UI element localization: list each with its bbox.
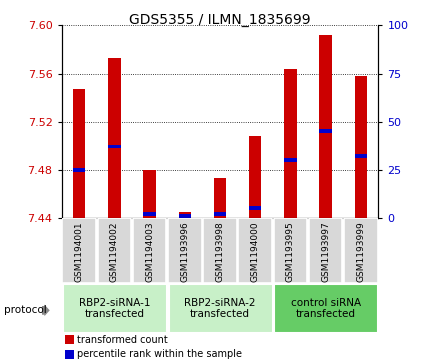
Bar (62, 218, 96, 283)
Text: GSM1193995: GSM1193995 (286, 221, 295, 282)
Bar (98, 218, 131, 283)
Text: GSM1194000: GSM1194000 (251, 221, 260, 282)
Bar (319, 130, 332, 133)
Bar (249, 136, 261, 218)
Bar (355, 76, 367, 218)
Bar (355, 154, 367, 158)
Text: GSM1194003: GSM1194003 (145, 221, 154, 282)
Bar (133, 218, 166, 283)
Bar (73, 168, 85, 171)
Bar (214, 178, 226, 218)
Bar (108, 58, 121, 218)
Text: GSM1194001: GSM1194001 (75, 221, 84, 282)
Text: control siRNA
transfected: control siRNA transfected (290, 298, 361, 319)
Bar (214, 212, 226, 216)
Bar (65, 350, 74, 359)
Text: GSM1194002: GSM1194002 (110, 221, 119, 282)
Text: GSM1193998: GSM1193998 (216, 221, 224, 282)
Text: GDS5355 / ILMN_1835699: GDS5355 / ILMN_1835699 (129, 13, 311, 27)
Text: protocol: protocol (4, 305, 47, 315)
Bar (73, 89, 85, 218)
Bar (179, 212, 191, 218)
Text: GSM1193996: GSM1193996 (180, 221, 189, 282)
Bar (179, 214, 191, 218)
FancyArrow shape (42, 305, 50, 316)
Bar (319, 35, 332, 218)
Bar (169, 284, 273, 333)
Bar (63, 284, 167, 333)
Text: RBP2-siRNA-2
transfected: RBP2-siRNA-2 transfected (184, 298, 256, 319)
Text: transformed count: transformed count (77, 335, 168, 345)
Bar (284, 158, 297, 162)
Text: RBP2-siRNA-1
transfected: RBP2-siRNA-1 transfected (79, 298, 150, 319)
Bar (238, 218, 272, 283)
Text: GSM1193997: GSM1193997 (321, 221, 330, 282)
Bar (284, 69, 297, 218)
Text: GSM1193999: GSM1193999 (356, 221, 365, 282)
Bar (108, 145, 121, 148)
Bar (344, 218, 378, 283)
Bar (274, 218, 307, 283)
Bar (203, 218, 237, 283)
Bar (143, 212, 156, 216)
Bar (168, 218, 202, 283)
Bar (274, 284, 378, 333)
Bar (309, 218, 342, 283)
Bar (143, 170, 156, 218)
Bar (249, 207, 261, 210)
Text: percentile rank within the sample: percentile rank within the sample (77, 349, 242, 359)
Bar (65, 335, 74, 344)
